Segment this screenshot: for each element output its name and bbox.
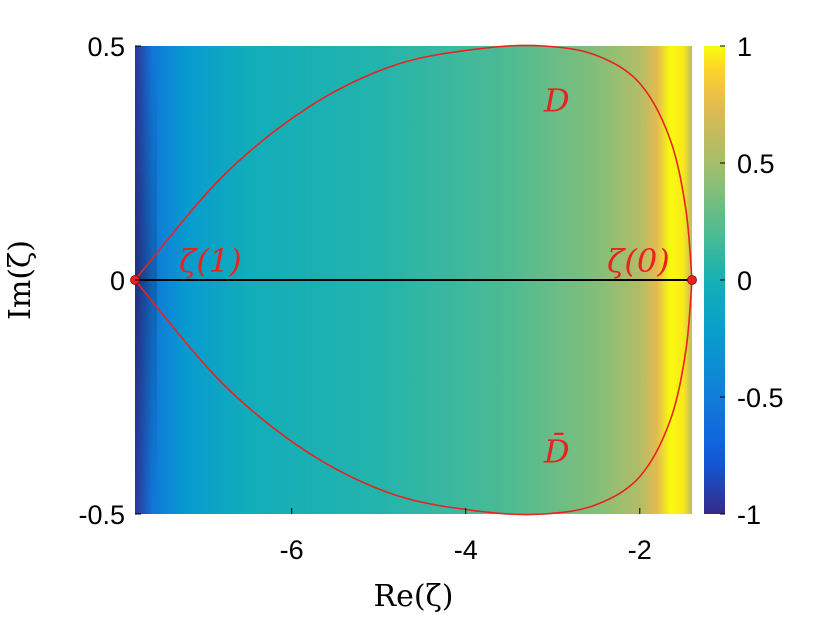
label-D-bar: D̄ — [543, 433, 570, 471]
colorbar-tick-label: 1 — [737, 32, 752, 62]
colorbar-tick-label: -0.5 — [737, 383, 784, 413]
colorbar-tick-label: -1 — [737, 500, 761, 530]
colorbar-tick-label: 0.5 — [737, 149, 775, 179]
colorbar-tick-label: 0 — [737, 266, 752, 296]
y-tick-label: 0 — [110, 266, 125, 296]
colorbar: -1 -0.5 0 0.5 1 — [704, 32, 784, 530]
markers: ζ(1) ζ(0) — [130, 242, 697, 285]
colorbar-ticks: -1 -0.5 0 0.5 1 — [720, 32, 784, 530]
marker-label-1: ζ(0) — [607, 242, 670, 280]
colorbar-bar — [704, 46, 725, 514]
y-tick-label: -0.5 — [78, 500, 125, 530]
marker-label-0: ζ(1) — [179, 242, 242, 280]
x-tick-label: -6 — [280, 535, 304, 565]
plot-area: ζ(1) ζ(0) D D̄ — [130, 44, 697, 516]
y-axis-ticks: -0.5 0 0.5 — [78, 32, 141, 530]
curve-D — [134, 44, 693, 281]
x-tick-label: -2 — [628, 535, 652, 565]
curve-D-bar — [134, 279, 693, 516]
marker-point-1 — [687, 275, 697, 285]
x-axis-label: Re(ζ) — [373, 579, 453, 614]
y-axis-label: Im(ζ) — [3, 240, 38, 320]
y-tick-label: 0.5 — [87, 32, 125, 62]
label-D: D — [543, 82, 570, 120]
x-tick-label: -4 — [454, 535, 478, 565]
x-axis-ticks: -6 -4 -2 — [280, 508, 652, 565]
